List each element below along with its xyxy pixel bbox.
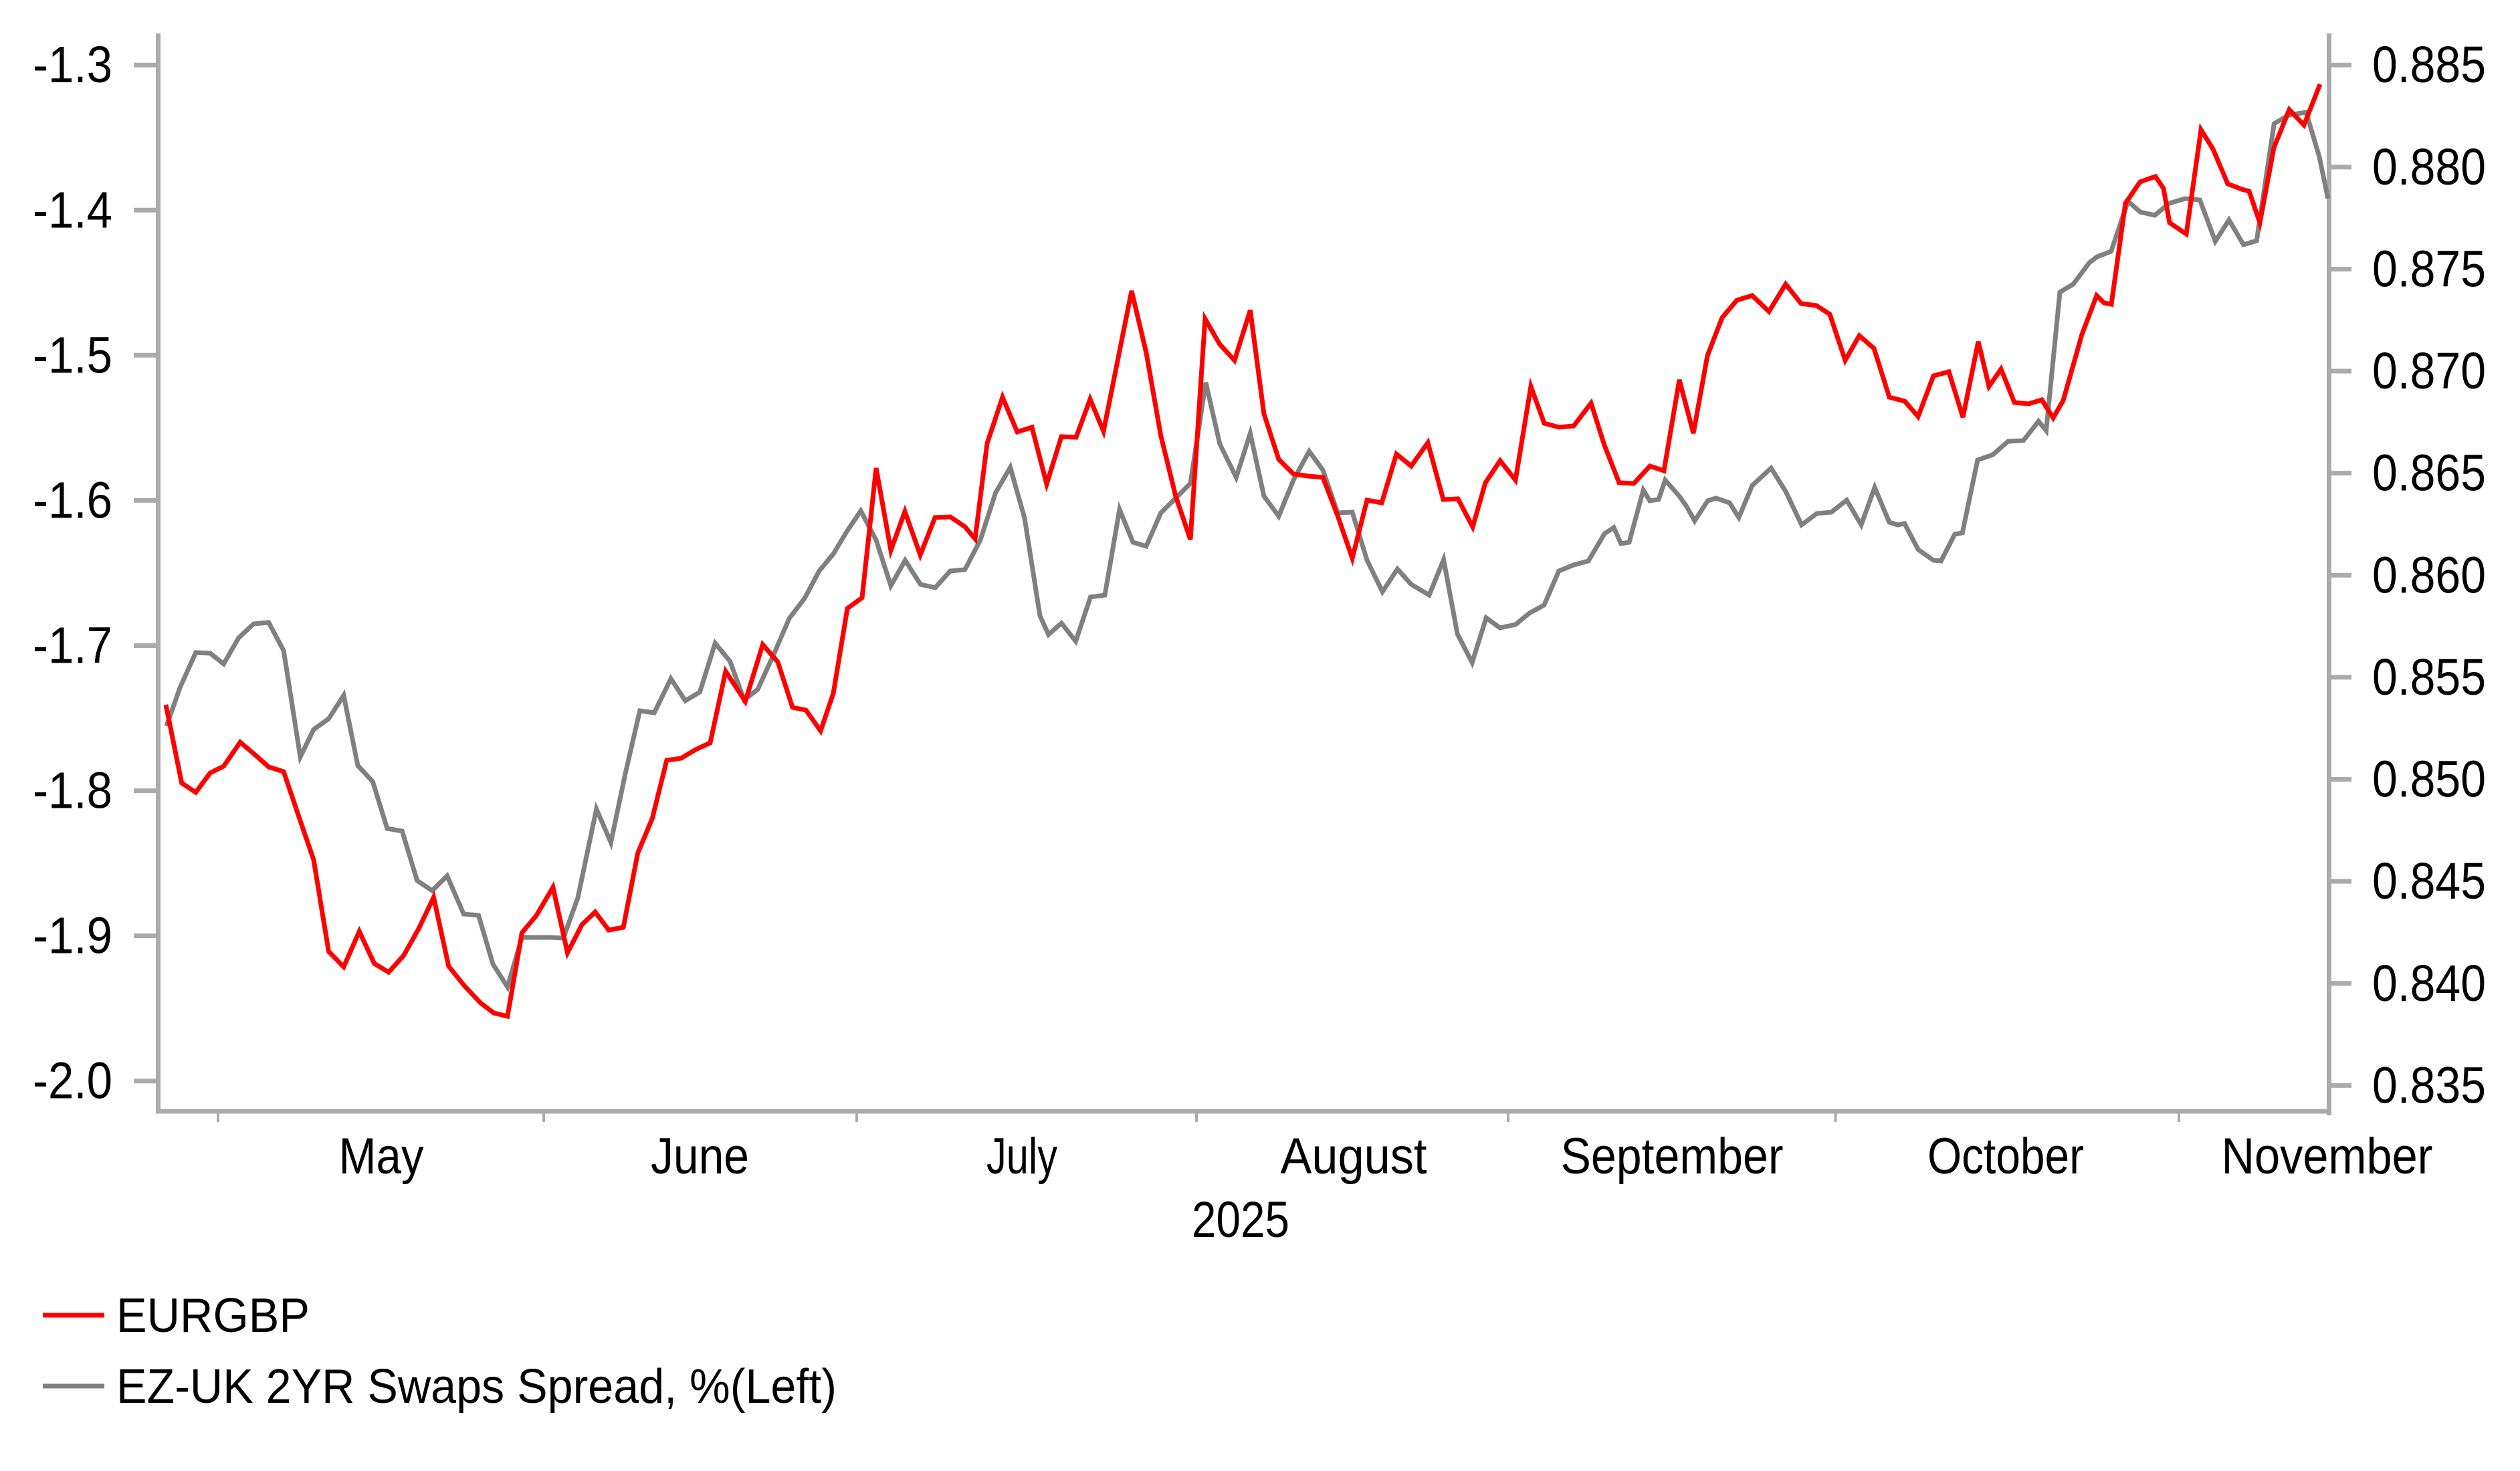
svg-text:0.845: 0.845 [2372,853,2486,910]
svg-text:August: August [1281,1128,1427,1185]
svg-text:0.870: 0.870 [2372,342,2486,400]
svg-text:0.855: 0.855 [2372,649,2486,706]
svg-text:October: October [1927,1128,2084,1185]
svg-text:-1.5: -1.5 [33,326,112,384]
svg-text:June: June [651,1128,749,1185]
svg-text:-1.6: -1.6 [33,471,112,529]
svg-text:-1.7: -1.7 [33,617,112,675]
svg-text:-1.4: -1.4 [33,181,112,239]
svg-text:0.835: 0.835 [2372,1056,2486,1114]
svg-text:EURGBP: EURGBP [116,1289,310,1343]
svg-text:0.885: 0.885 [2372,36,2486,94]
svg-text:May: May [339,1128,424,1185]
svg-text:-1.3: -1.3 [33,36,112,94]
svg-text:0.860: 0.860 [2372,546,2486,604]
svg-text:EZ-UK 2YR Swaps Spread, %(Left: EZ-UK 2YR Swaps Spread, %(Left) [116,1360,837,1413]
svg-text:2025: 2025 [1192,1192,1289,1248]
svg-text:0.880: 0.880 [2372,138,2486,196]
svg-text:0.875: 0.875 [2372,240,2486,298]
svg-text:0.865: 0.865 [2372,445,2486,502]
svg-text:-2.0: -2.0 [33,1052,112,1110]
svg-text:November: November [2222,1128,2433,1185]
svg-text:September: September [1561,1128,1784,1185]
svg-text:-1.8: -1.8 [33,762,112,820]
svg-text:0.850: 0.850 [2372,751,2486,808]
svg-text:July: July [986,1128,1057,1185]
svg-text:0.840: 0.840 [2372,955,2486,1012]
svg-text:-1.9: -1.9 [33,907,112,965]
